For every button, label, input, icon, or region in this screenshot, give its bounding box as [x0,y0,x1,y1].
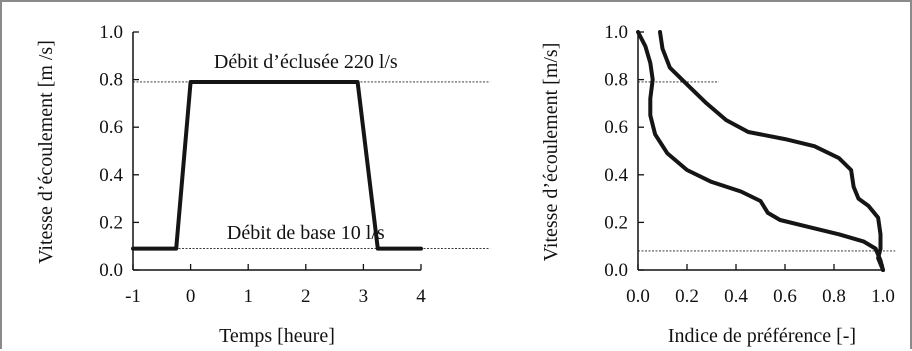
x-tick-label: 0 [186,286,196,307]
x-tick-label: -1 [125,286,141,307]
left-panel: -1 0 1 2 3 4 0.0 0.2 0.4 0.6 0.8 1.0 Débit d’éclusé… [35,22,491,347]
left-y-axis-title: Vitesse d’écoulement [m /s] [35,40,57,264]
y-tick-label: 0.2 [99,212,123,233]
x-tick-label: 4 [416,286,426,307]
annotation-peak-flow: Débit d’éclusée 220 l/s [214,51,398,73]
series-line-0 [131,80,423,251]
y-tick-label: 0.6 [604,117,628,138]
x-tick-label: 1 [243,286,253,307]
annotation-base-flow: Débit de base 10 l/s [227,222,385,244]
series-line-0 [636,30,885,272]
y-tick-label: 0.8 [604,70,628,91]
y-tick-label: 0.0 [604,260,628,281]
x-tick-label: 0.0 [626,286,650,307]
right-panel: 0.0 0.2 0.4 0.6 0.8 1.0 0.0 0.2 0.4 0.6 0.8 1.0 Ind… [540,22,896,347]
y-tick-label: 0.4 [99,165,123,186]
y-tick-label: 1.0 [99,22,123,43]
left-x-axis-title: Temps [heure] [219,325,335,347]
x-tick-label: 0.8 [822,286,846,307]
right-x-axis-title: Indice de préférence [-] [668,325,856,347]
left-ticks: -1 0 1 2 3 4 0.0 0.2 0.4 0.6 0.8 1.0 [99,22,426,307]
right-reference-lines [638,81,896,252]
y-tick-label: 0.0 [99,260,123,281]
x-tick-label: 3 [359,286,369,307]
right-series [636,30,885,272]
x-tick-label: 0.2 [675,286,699,307]
y-tick-label: 1.0 [604,22,628,43]
right-y-axis-title: Vitesse d’écoulement [m/s] [540,43,562,262]
x-tick-label: 0.4 [724,286,748,307]
x-tick-label: 1.0 [871,286,895,307]
y-tick-label: 0.8 [99,70,123,91]
y-tick-label: 0.6 [99,117,123,138]
y-tick-label: 0.4 [604,165,628,186]
series-line-1 [658,30,885,272]
x-tick-label: 0.6 [773,286,797,307]
x-tick-label: 2 [301,286,311,307]
right-ticks: 0.0 0.2 0.4 0.6 0.8 1.0 0.0 0.2 0.4 0.6 0.8 1.0 [604,22,895,307]
y-tick-label: 0.2 [604,212,628,233]
left-series [131,80,423,251]
